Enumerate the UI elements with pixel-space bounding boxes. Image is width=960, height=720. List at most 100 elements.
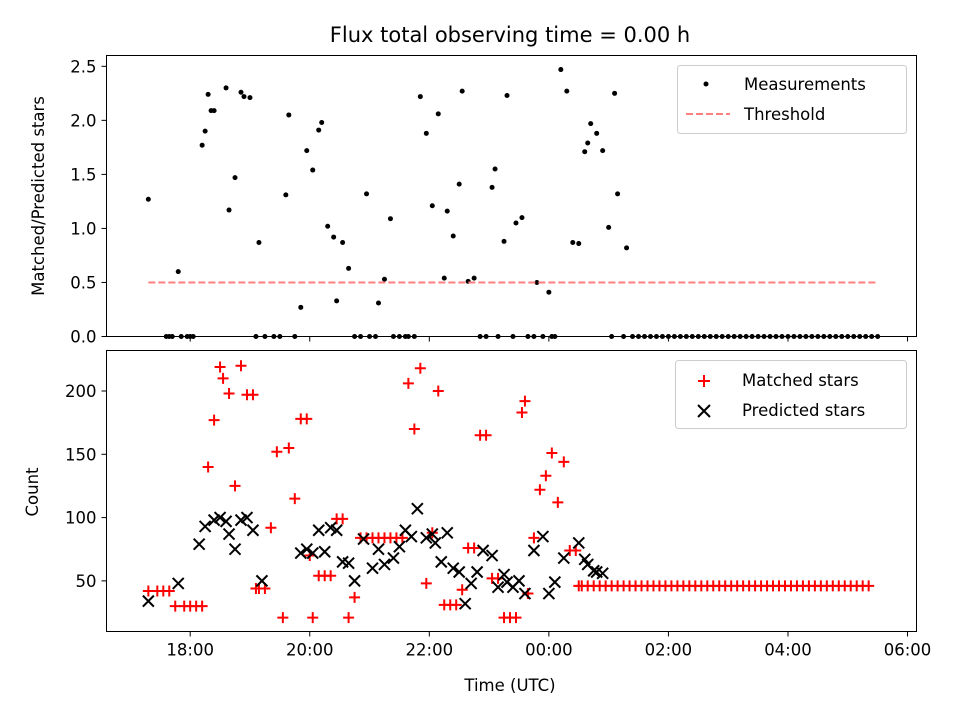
measurements-point <box>513 220 519 226</box>
predicted-stars-point <box>429 536 442 550</box>
measurements-point <box>241 94 247 100</box>
measurements-point <box>340 239 346 245</box>
predicted-stars-point <box>246 524 260 537</box>
measurements-point <box>298 304 304 310</box>
predicted-stars-point <box>172 577 185 590</box>
legend-matched-label: Matched stars <box>742 371 859 390</box>
matched-stars-point <box>271 446 283 458</box>
predicted-stars-point <box>342 556 355 570</box>
measurements-point <box>471 275 477 281</box>
predicted-stars-point <box>213 511 227 524</box>
matched-stars-point <box>558 456 570 468</box>
predicted-stars-point <box>387 551 400 565</box>
matched-stars-point <box>301 413 313 425</box>
matched-stars-point <box>552 496 564 508</box>
predicted-stars-point <box>228 543 242 556</box>
measurements-point <box>489 184 495 190</box>
matched-stars-point <box>510 612 522 624</box>
measurements-point <box>600 148 606 154</box>
measurements-point <box>423 130 429 136</box>
top-y-tick-label: 0.5 <box>70 273 96 292</box>
predicted-stars-point <box>527 544 541 557</box>
matched-stars-point <box>217 372 229 384</box>
matched-stars-point <box>229 480 241 492</box>
x-tick-label: 04:00 <box>764 641 812 660</box>
measurements-point <box>283 192 289 198</box>
predicted-stars-point <box>366 562 379 575</box>
chart-title: Flux total observing time = 0.00 h <box>330 23 690 47</box>
matched-stars-point <box>492 572 504 584</box>
matched-stars-point <box>540 470 552 482</box>
legend-measurements-marker <box>703 81 709 87</box>
matched-stars-point <box>283 442 295 454</box>
measurements-point <box>226 207 232 213</box>
predicted-stars-point <box>491 580 505 594</box>
predicted-stars-point <box>596 567 609 580</box>
predicted-stars-point <box>357 532 370 546</box>
predicted-stars-point <box>142 594 155 608</box>
measurements-point <box>256 239 262 245</box>
matched-stars-point <box>214 361 226 373</box>
predicted-stars-point <box>255 574 269 588</box>
legend-predicted-label: Predicted stars <box>742 401 865 420</box>
measurements-point <box>223 85 229 91</box>
predicted-stars-point <box>470 565 484 579</box>
predicted-stars-point <box>458 597 472 610</box>
measurements-point <box>310 167 316 173</box>
x-tick-label: 18:00 <box>166 641 214 660</box>
predicted-stars-point <box>378 558 391 571</box>
predicted-stars-point <box>393 540 406 553</box>
predicted-stars-point <box>587 564 600 577</box>
predicted-stars-point <box>294 546 307 560</box>
predicted-stars-point <box>497 568 511 581</box>
measurements-point <box>570 239 576 245</box>
x-axis-label: Time (UTC) <box>463 676 555 695</box>
measurements-point <box>582 149 588 155</box>
predicted-stars-point <box>464 577 478 590</box>
measurements-point <box>519 215 525 221</box>
matched-stars-point <box>196 600 208 612</box>
predicted-stars-point <box>452 565 466 579</box>
matched-stars-point <box>202 461 214 473</box>
bottom-y-tick-label: 200 <box>65 382 97 401</box>
predicted-stars-point <box>548 575 562 589</box>
matched-stars-point <box>349 591 361 603</box>
bottom-axes-frame <box>106 350 917 632</box>
matched-stars-point <box>223 388 235 400</box>
measurements-point <box>615 191 621 197</box>
legend-measurements-label: Measurements <box>744 75 866 94</box>
top-y-tick-label: 1.5 <box>70 165 96 184</box>
predicted-stars-point <box>240 511 254 524</box>
predicted-stars-point <box>348 574 361 588</box>
bottom-legend: Matched stars Predicted stars <box>675 360 907 429</box>
matched-stars-point <box>289 493 301 505</box>
predicted-stars-point <box>441 526 454 539</box>
measurements-point <box>319 120 325 126</box>
measurements-point <box>444 208 450 214</box>
measurements-point <box>624 245 630 251</box>
matched-stars-point <box>414 362 426 374</box>
measurements-point <box>331 234 337 240</box>
x-tick-label: 20:00 <box>286 641 334 660</box>
predicted-stars-point <box>219 515 233 528</box>
matched-stars-point <box>450 599 462 611</box>
matched-stars-point <box>277 612 289 624</box>
predicted-stars-point <box>485 549 499 562</box>
top-panel: 0.0 0.5 1.0 1.5 2.0 2.5 Matched/Predicted sta… <box>29 55 917 347</box>
measurements-point <box>211 108 217 114</box>
measurements-point <box>534 279 540 285</box>
matched-stars-point <box>343 612 355 624</box>
predicted-stars-point <box>476 544 490 557</box>
measurements-point <box>316 127 322 133</box>
matched-stars-point <box>516 407 528 419</box>
measurements-point <box>585 140 591 146</box>
measurements-point <box>441 275 447 281</box>
measurements-point <box>546 289 552 295</box>
measurements-point <box>232 175 238 181</box>
measurements-point <box>346 265 352 271</box>
predicted-stars-point <box>300 543 313 556</box>
predicted-stars-point <box>312 524 325 537</box>
measurements-point <box>145 196 151 202</box>
matched-stars-point <box>420 577 432 589</box>
measurements-point <box>606 224 612 230</box>
